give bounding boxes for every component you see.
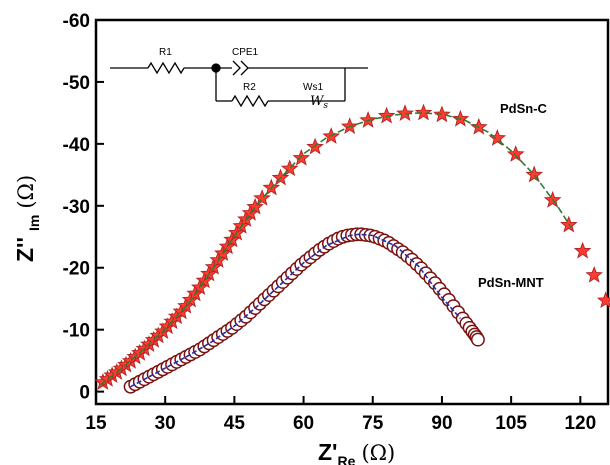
point-pdsn-mnt bbox=[470, 332, 485, 347]
fit-curve-pdsn-mnt bbox=[130, 233, 462, 388]
x-tick-label: 105 bbox=[495, 413, 527, 434]
point-pdsn-c bbox=[280, 159, 299, 177]
y-tick-label: -30 bbox=[63, 197, 90, 218]
ws-symbol-main: W bbox=[310, 94, 325, 109]
x-tick-label: 120 bbox=[564, 413, 596, 434]
axis-ticks: 15 30 45 60 75 90 105 120 0 -10 -20 -30 -40 -50 -60 bbox=[63, 11, 597, 434]
x-tick-label: 30 bbox=[155, 413, 176, 434]
equivalent-circuit-inset bbox=[110, 60, 368, 108]
r1-resistor bbox=[147, 61, 185, 75]
ws-symbol: Ws bbox=[310, 94, 328, 111]
cpe1-left-plate bbox=[232, 60, 241, 76]
r1-label: R1 bbox=[159, 47, 172, 58]
y-axis-title-unit: (Ω) bbox=[14, 175, 38, 209]
x-axis-title: Z'Re (Ω) bbox=[318, 439, 395, 465]
point-pdsn-c bbox=[414, 103, 433, 121]
point-pdsn-c bbox=[585, 265, 604, 283]
y-axis-title-sub: Im bbox=[26, 215, 42, 231]
y-axis-title: Z'' Im (Ω) bbox=[12, 175, 42, 262]
plot-frame bbox=[94, 18, 610, 406]
y-tick-label: 0 bbox=[79, 383, 90, 404]
x-tick-label: 15 bbox=[85, 413, 107, 434]
ws-symbol-sub: s bbox=[323, 101, 328, 111]
cpe1-right-plate bbox=[240, 60, 249, 76]
series-label-pdsn-mnt: PdSn-MNT bbox=[478, 275, 544, 290]
point-pdsn-c bbox=[525, 165, 544, 183]
point-pdsn-c bbox=[246, 197, 264, 215]
fit-curve-pdsn-c bbox=[100, 112, 572, 386]
x-tick-label: 60 bbox=[293, 413, 314, 434]
fit-curves bbox=[100, 112, 572, 388]
point-pdsn-c bbox=[396, 104, 414, 122]
y-tick-label: -40 bbox=[63, 135, 90, 156]
y-tick-label: -10 bbox=[63, 321, 90, 342]
point-pdsn-c bbox=[359, 111, 378, 128]
point-pdsn-c bbox=[596, 291, 610, 309]
y-tick-label: -20 bbox=[63, 259, 90, 280]
x-tick-label: 75 bbox=[362, 413, 384, 434]
y-tick-label: -50 bbox=[63, 73, 90, 94]
x-axis-title-main: Z' bbox=[318, 439, 338, 465]
r2-label: R2 bbox=[243, 82, 256, 93]
point-pdsn-c bbox=[377, 106, 396, 124]
x-tick-label: 45 bbox=[224, 413, 246, 434]
r2-resistor bbox=[231, 94, 269, 108]
cpe1-label: CPE1 bbox=[232, 47, 259, 58]
x-axis-title-sub: Re bbox=[338, 453, 356, 465]
ws1-label: Ws1 bbox=[303, 82, 323, 93]
x-axis-title-unit: (Ω) bbox=[361, 441, 395, 465]
point-pdsn-c bbox=[262, 178, 281, 196]
y-axis-title-main: Z'' bbox=[12, 237, 38, 262]
point-pdsn-c bbox=[253, 189, 271, 206]
data-points bbox=[94, 103, 610, 394]
y-tick-label: -60 bbox=[63, 11, 90, 32]
point-pdsn-c bbox=[488, 129, 507, 146]
point-pdsn-c bbox=[506, 145, 525, 162]
point-pdsn-c bbox=[573, 241, 592, 259]
point-pdsn-c bbox=[469, 117, 488, 135]
x-tick-label: 90 bbox=[431, 413, 452, 434]
series-label-pdsn-c: PdSn-C bbox=[500, 101, 548, 116]
